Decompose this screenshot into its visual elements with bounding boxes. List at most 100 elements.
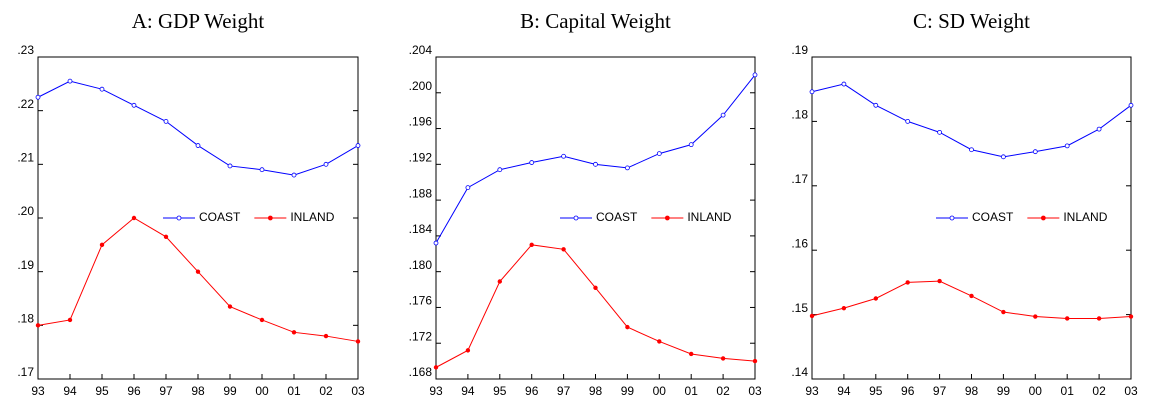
- y-tick-label: .188: [409, 186, 433, 200]
- point-marker: [67, 78, 73, 84]
- point-marker: [1064, 143, 1070, 149]
- x-tick-label: 93: [31, 384, 45, 398]
- point-marker: [529, 242, 534, 248]
- x-tick-label: 97: [933, 384, 947, 398]
- chart-title: A: GDP Weight: [132, 9, 265, 33]
- x-tick-label: 95: [95, 384, 109, 398]
- x-tick-label: 99: [997, 384, 1011, 398]
- point-marker: [131, 215, 137, 221]
- point-marker: [99, 242, 105, 248]
- x-tick-label: 02: [1092, 384, 1106, 398]
- x-tick-label: 99: [223, 384, 237, 398]
- point-marker: [625, 324, 630, 330]
- point-marker: [809, 89, 815, 95]
- x-tick-label: 96: [127, 384, 141, 398]
- point-marker: [1064, 316, 1070, 321]
- point-marker: [323, 161, 329, 167]
- chart: B: Capital Weight .168 .172 .176 .180 .184 .18…: [409, 9, 762, 398]
- y-tick-label: .19: [791, 43, 808, 57]
- y-tick-label: .192: [409, 151, 433, 165]
- chart: C: SD Weight .14 .15 .16 .17 .18 .19 93 94 95 96 97…: [791, 9, 1138, 398]
- point-marker: [497, 167, 503, 173]
- x-tick-label: 97: [557, 384, 571, 398]
- point-marker: [35, 94, 41, 100]
- x-tick-label: 93: [805, 384, 819, 398]
- point-marker: [1128, 314, 1134, 319]
- x-tick-label: 98: [191, 384, 205, 398]
- y-tick-label: .23: [17, 43, 34, 57]
- legend-marker: [267, 215, 273, 221]
- point-marker: [291, 172, 297, 178]
- point-marker: [465, 348, 471, 353]
- y-tick-label: .21: [17, 151, 34, 165]
- point-marker: [323, 333, 329, 339]
- point-marker: [873, 102, 879, 108]
- legend-marker: [1040, 215, 1046, 221]
- point-marker: [593, 285, 598, 290]
- y-tick-label: .18: [791, 108, 808, 122]
- x-tick-label: 96: [525, 384, 539, 398]
- point-marker: [465, 185, 471, 190]
- legend-label: INLAND: [687, 210, 731, 224]
- series-line: [37, 80, 359, 176]
- point-marker: [1128, 102, 1134, 108]
- point-marker: [99, 86, 105, 92]
- series-line: [811, 83, 1132, 158]
- y-tick-label: .19: [17, 258, 34, 272]
- point-marker: [656, 151, 662, 157]
- x-tick-label: 94: [461, 384, 475, 398]
- y-tick-label: .18: [17, 312, 34, 326]
- y-tick-label: .196: [409, 115, 433, 129]
- point-marker: [195, 269, 201, 274]
- y-tick-label: .184: [409, 222, 433, 236]
- y-tick-label: .172: [409, 329, 433, 343]
- point-marker: [1096, 126, 1102, 132]
- legend-label: COAST: [596, 210, 638, 224]
- y-tick-label: .14: [791, 365, 808, 379]
- point-marker: [163, 234, 169, 239]
- point-marker: [969, 293, 974, 299]
- y-tick-label: .17: [791, 172, 808, 186]
- point-marker: [355, 339, 361, 344]
- point-marker: [529, 160, 535, 165]
- point-marker: [657, 339, 662, 344]
- point-marker: [131, 102, 137, 108]
- x-tick-label: 02: [716, 384, 730, 398]
- point-marker: [593, 161, 598, 167]
- point-marker: [720, 112, 726, 118]
- legend-marker: [176, 215, 182, 221]
- point-marker: [433, 365, 439, 370]
- x-tick-label: 98: [589, 384, 603, 398]
- x-tick-label: 01: [1061, 384, 1075, 398]
- x-tick-label: 99: [621, 384, 635, 398]
- point-marker: [841, 81, 847, 87]
- point-marker: [1001, 309, 1006, 315]
- point-marker: [291, 330, 297, 335]
- legend-label: COAST: [972, 210, 1014, 224]
- x-tick-label: 94: [63, 384, 77, 398]
- point-marker: [561, 153, 566, 159]
- y-tick-label: .17: [17, 365, 34, 379]
- x-tick-label: 00: [653, 384, 667, 398]
- x-tick-label: 01: [287, 384, 301, 398]
- y-tick-label: .16: [791, 236, 808, 250]
- y-tick-label: .15: [791, 301, 808, 315]
- legend-marker: [573, 215, 579, 221]
- chart-title: B: Capital Weight: [520, 9, 671, 33]
- point-marker: [873, 296, 878, 301]
- point-marker: [1096, 316, 1102, 321]
- point-marker: [227, 163, 233, 169]
- x-tick-label: 95: [869, 384, 883, 398]
- x-tick-label: 98: [965, 384, 979, 398]
- x-tick-label: 93: [429, 384, 443, 398]
- point-marker: [163, 119, 169, 124]
- x-tick-label: 01: [685, 384, 699, 398]
- point-marker: [259, 317, 265, 323]
- point-marker: [1032, 149, 1038, 155]
- point-marker: [227, 304, 233, 309]
- x-tick-label: 03: [1124, 384, 1138, 398]
- point-marker: [752, 358, 758, 364]
- series-line: [37, 217, 359, 342]
